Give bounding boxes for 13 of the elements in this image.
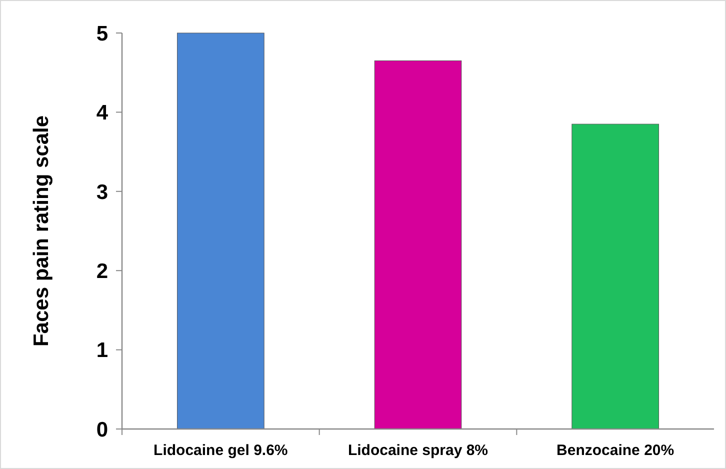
y-tick-label: 3	[96, 180, 108, 204]
y-tick-label: 5	[96, 22, 108, 46]
y-tick-label: 4	[96, 102, 108, 125]
bar	[374, 60, 462, 430]
x-tick-label: Benzocaine 20%	[556, 442, 674, 459]
y-tick-label: 0	[96, 418, 108, 442]
x-tick-label: Lidocaine spray 8%	[348, 442, 488, 459]
y-tick-label: 1	[96, 339, 108, 362]
y-tick-label: 2	[96, 260, 108, 283]
bar	[572, 124, 659, 430]
x-tick-label: Lidocaine gel 9.6%	[154, 442, 288, 459]
y-axis-title: Faces pain rating scale	[30, 115, 53, 347]
bar	[177, 32, 264, 430]
